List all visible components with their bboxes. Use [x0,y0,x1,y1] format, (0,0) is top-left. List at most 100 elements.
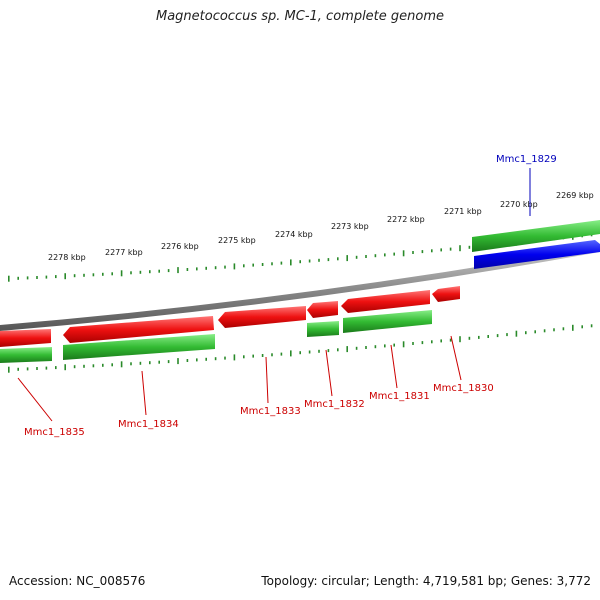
minor-tick [355,346,358,350]
major-tick [177,358,179,365]
minor-tick [271,353,273,357]
minor-tick [167,360,170,364]
minor-tick [102,363,104,367]
minor-tick [158,269,160,273]
minor-tick [196,358,198,362]
minor-tick [506,333,508,337]
minor-tick [308,350,311,354]
minor-tick [384,253,386,257]
minor-tick [167,269,170,273]
minor-tick [562,327,565,331]
major-tick [459,245,461,252]
gene-mmc1-1829-forward[interactable] [472,220,600,252]
minor-tick [92,364,95,368]
minor-tick [17,276,19,280]
minor-tick [449,247,452,251]
gene-bar [307,321,339,337]
major-tick [8,366,10,373]
minor-tick [299,351,301,355]
minor-tick [224,356,226,360]
gene-label-mmc1-1831[interactable]: Mmc1_1831 [369,391,430,402]
minor-tick [421,250,424,254]
minor-tick [280,352,283,356]
gene-label-mmc1-1829[interactable]: Mmc1_1829 [496,154,557,165]
gene-mmc1-1834[interactable] [63,316,214,343]
minor-tick [318,258,320,262]
gene-label-mmc1-1833[interactable]: Mmc1_1833 [240,406,301,417]
minor-tick [17,367,19,371]
minor-tick [449,338,452,342]
major-tick [402,250,405,257]
minor-tick [412,251,414,254]
minor-tick [83,364,85,368]
tick-label: 2275 kbp [218,236,256,245]
minor-tick [243,264,245,268]
lower-tick-row [8,324,593,373]
tick-label: 2270 kbp [500,200,538,209]
minor-tick [186,359,189,362]
gene-bar [63,334,215,360]
major-tick [233,354,236,361]
major-tick [233,263,236,270]
minor-tick [139,270,142,274]
minor-tick [337,257,339,261]
minor-tick [440,248,442,252]
gene-mmc1-1829[interactable] [474,240,600,269]
minor-tick [45,275,48,279]
gene-mmc1-1835[interactable] [0,329,51,347]
minor-tick [318,349,320,353]
minor-tick [384,344,386,348]
minor-tick [431,249,433,253]
minor-tick [468,245,471,249]
minor-tick [36,276,38,279]
gene-label-mmc1-1832[interactable]: Mmc1_1832 [304,399,365,410]
genome-info-text: Topology: circular; Length: 4,719,581 bp… [261,574,591,588]
tick-labels: 2278 kbp 2277 kbp 2276 kbp 2275 kbp 2274… [48,191,594,262]
minor-tick [252,354,254,358]
genome-backbone [0,246,600,331]
minor-tick [487,335,489,338]
major-tick [290,350,292,357]
tick-label: 2277 kbp [105,248,143,257]
minor-tick [214,357,217,361]
gene-track-lower [0,310,432,363]
gene-mmc1-1831[interactable] [341,290,430,313]
minor-tick [308,259,311,263]
minor-tick [26,367,29,371]
minor-tick [412,342,414,345]
minor-tick [478,335,480,339]
tick-label: 2273 kbp [331,222,369,231]
minor-tick [158,360,160,364]
minor-tick [149,361,151,365]
minor-tick [73,365,76,369]
gene-label-mmc1-1834[interactable]: Mmc1_1834 [118,419,179,430]
tick-label: 2274 kbp [275,230,313,239]
major-tick [177,267,179,274]
minor-tick [421,341,424,345]
minor-tick [196,267,198,271]
minor-tick [365,346,367,349]
minor-tick [299,260,301,264]
minor-tick [440,339,442,343]
gene-label-mmc1-1830[interactable]: Mmc1_1830 [433,383,494,394]
gene-labels: Mmc1_1829 Mmc1_1830 Mmc1_1831 Mmc1_1832 … [24,154,557,438]
minor-tick [55,275,57,279]
gene-label-mmc1-1835[interactable]: Mmc1_1835 [24,427,85,438]
major-tick [346,346,348,353]
major-tick [64,273,66,280]
minor-tick [130,362,132,366]
major-tick [572,324,574,331]
gene-mmc1-1830[interactable] [432,286,460,302]
label-connectors [17,168,531,422]
accession-text: Accession: NC_008576 [9,574,146,588]
gene-mmc1-1832[interactable] [307,301,338,318]
minor-tick [261,354,264,357]
minor-tick [111,363,113,367]
minor-tick [327,258,330,262]
minor-tick [102,272,104,276]
minor-tick [36,367,38,370]
minor-tick [468,336,471,340]
gene-mmc1-1833[interactable] [218,306,306,328]
minor-tick [205,357,207,361]
major-tick [64,364,66,371]
